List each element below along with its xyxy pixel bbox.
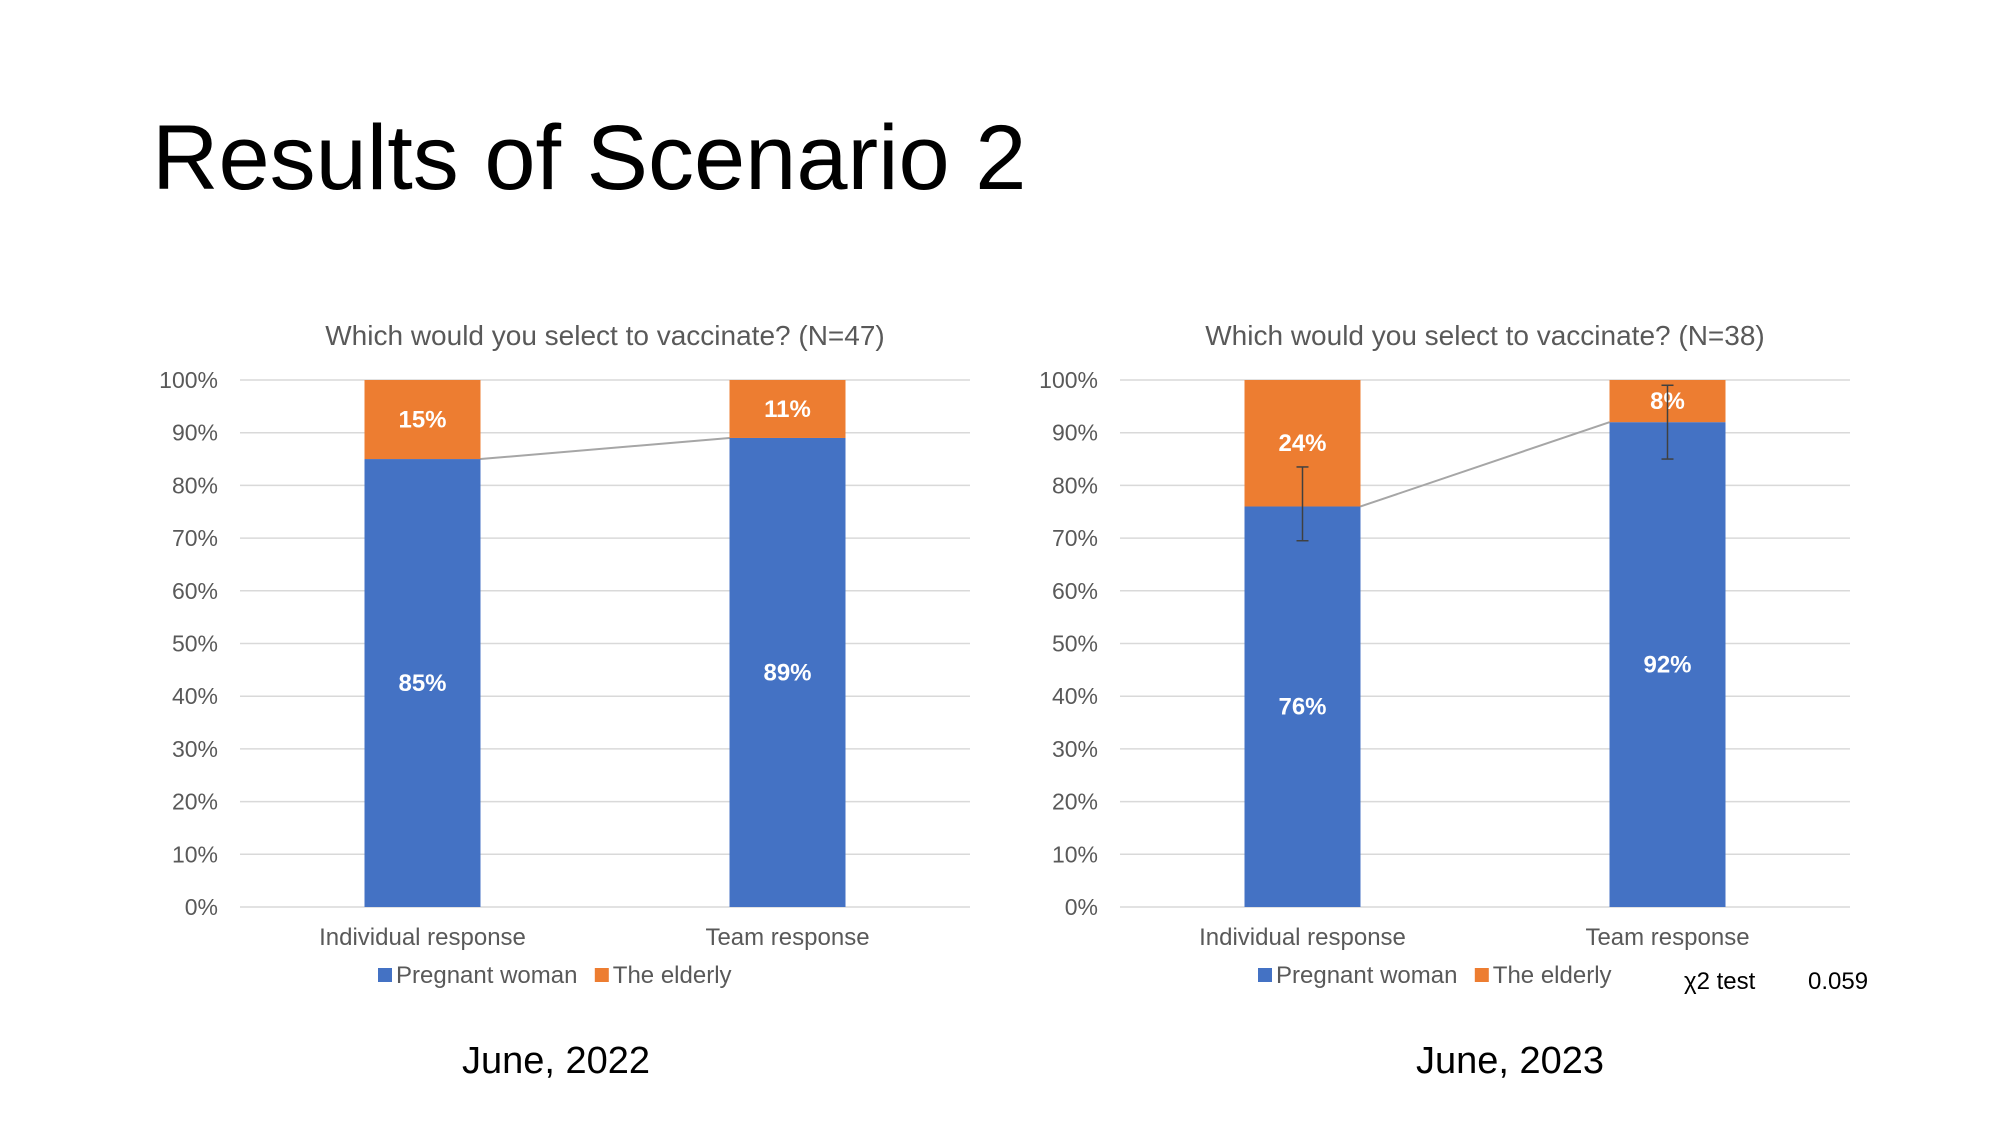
y-tick-label: 0%	[1065, 894, 1098, 920]
legend-swatch	[1258, 968, 1272, 982]
y-tick-label: 70%	[1052, 525, 1098, 551]
y-tick-label: 80%	[1052, 472, 1098, 498]
data-label: 85%	[398, 670, 446, 697]
data-label: 89%	[763, 659, 811, 686]
y-tick-label: 60%	[1052, 578, 1098, 604]
y-tick-label: 0%	[185, 894, 218, 920]
y-tick-label: 80%	[172, 472, 218, 498]
stacked-bar-chart: Which would you select to vaccinate? (N=…	[1020, 300, 1880, 1020]
legend-swatch	[1475, 968, 1489, 982]
series-line	[481, 438, 730, 459]
data-label: 11%	[764, 396, 811, 423]
y-tick-label: 20%	[172, 789, 218, 815]
chart-june-2022: Which would you select to vaccinate? (N=…	[140, 300, 1140, 1020]
stacked-bar-chart: Which would you select to vaccinate? (N=…	[140, 300, 1000, 1020]
data-label: 15%	[398, 407, 446, 434]
y-tick-label: 90%	[172, 420, 218, 446]
y-tick-label: 100%	[1039, 367, 1098, 393]
legend-label: Pregnant woman	[1276, 962, 1457, 989]
y-tick-label: 30%	[172, 736, 218, 762]
chart-caption-2023: June, 2023	[1210, 1040, 1810, 1083]
chart-june-2023: Which would you select to vaccinate? (N=…	[1020, 300, 2000, 1020]
chart-title: Which would you select to vaccinate? (N=…	[1205, 320, 1765, 351]
chi-square-value: 0.059	[1808, 968, 1868, 996]
y-tick-label: 50%	[1052, 631, 1098, 657]
y-tick-label: 40%	[172, 683, 218, 709]
y-tick-label: 20%	[1052, 789, 1098, 815]
y-tick-label: 50%	[172, 631, 218, 657]
chart-title: Which would you select to vaccinate? (N=…	[325, 320, 885, 351]
y-tick-label: 10%	[1052, 841, 1098, 867]
data-label: 76%	[1278, 694, 1326, 721]
y-tick-label: 90%	[1052, 420, 1098, 446]
y-tick-label: 30%	[1052, 736, 1098, 762]
legend-swatch	[378, 968, 392, 982]
x-category-label: Individual response	[319, 924, 526, 951]
y-tick-label: 100%	[159, 367, 218, 393]
x-category-label: Team response	[1585, 924, 1749, 951]
slide-title: Results of Scenario 2	[152, 108, 1026, 209]
y-tick-label: 70%	[172, 525, 218, 551]
x-category-label: Individual response	[1199, 924, 1406, 951]
data-label: 92%	[1643, 652, 1691, 679]
chi-square-label: χ2 test	[1684, 968, 1755, 996]
chart-caption-2022: June, 2022	[256, 1040, 856, 1083]
legend-label: Pregnant woman	[396, 962, 577, 989]
legend-label: The elderly	[613, 962, 732, 989]
x-category-label: Team response	[705, 924, 869, 951]
legend-label: The elderly	[1493, 962, 1612, 989]
legend-swatch	[595, 968, 609, 982]
y-tick-label: 40%	[1052, 683, 1098, 709]
data-label: 24%	[1278, 430, 1326, 457]
y-tick-label: 60%	[172, 578, 218, 604]
series-line	[1361, 422, 1610, 506]
y-tick-label: 10%	[172, 841, 218, 867]
